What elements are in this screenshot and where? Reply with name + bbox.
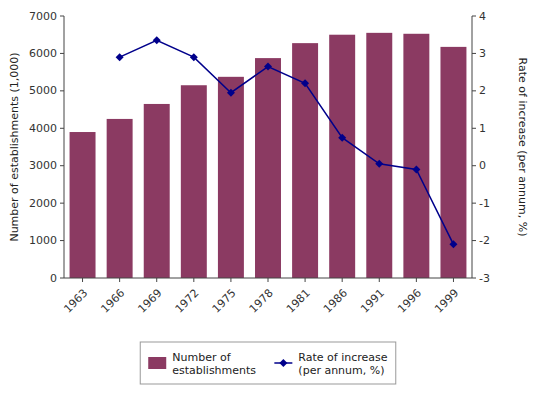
x-tick-label: 1969 — [136, 287, 165, 316]
legend-swatch — [148, 357, 166, 369]
tick-label: 2 — [479, 84, 486, 97]
y-axis-line — [64, 16, 65, 278]
x-tick-label: 1986 — [321, 287, 350, 316]
bar — [366, 33, 392, 278]
y2-axis-label: Rate of increase (per annum, %) — [516, 58, 529, 237]
bar — [292, 43, 318, 278]
x-tick-label: 1975 — [210, 287, 239, 316]
bar — [181, 85, 207, 278]
legend-label-line: Number of — [172, 350, 231, 363]
x-tick-label: 1963 — [61, 287, 90, 316]
tick-label: -3 — [479, 272, 490, 285]
marker — [264, 63, 272, 71]
tick-label: 0 — [50, 272, 57, 285]
tick-label: 3 — [479, 47, 486, 60]
marker — [449, 240, 457, 248]
tick — [472, 165, 476, 166]
tick — [82, 278, 83, 282]
tick-label: 4000 — [29, 122, 57, 135]
legend-item: Rate of increase(per annum, %) — [274, 350, 387, 376]
legend-marker — [279, 359, 287, 367]
legend-label-line: establishments — [172, 363, 256, 376]
marker — [412, 165, 420, 173]
tick — [156, 278, 157, 282]
tick-label: 2000 — [29, 197, 57, 210]
tick-label: -2 — [479, 234, 490, 247]
tick — [230, 278, 231, 282]
tick-label: 4 — [479, 10, 486, 23]
tick — [342, 278, 343, 282]
tick — [472, 203, 476, 204]
bar — [440, 47, 466, 278]
bar — [70, 132, 96, 278]
bar — [403, 34, 429, 278]
tick — [60, 16, 64, 17]
tick — [453, 278, 454, 282]
chart: 0 1000 2000 3000 4000 5000 6000 7000 -3 -2 -1 0 1 2 3 4… — [0, 0, 536, 396]
tick — [60, 203, 64, 204]
x-tick-label: 1978 — [247, 287, 276, 316]
tick — [60, 128, 64, 129]
legend-label: Rate of increase(per annum, %) — [298, 350, 387, 376]
tick — [60, 278, 64, 279]
tick — [60, 165, 64, 166]
tick — [305, 278, 306, 282]
legend-frame — [140, 342, 396, 384]
tick — [60, 240, 64, 241]
x-tick-label: 1991 — [358, 287, 387, 316]
background — [0, 0, 536, 396]
marker — [301, 79, 309, 87]
tick — [416, 278, 417, 282]
marker — [190, 53, 198, 61]
tick-label: -1 — [479, 197, 490, 210]
legend-label-line: Rate of increase — [298, 350, 387, 363]
tick-label: 6000 — [29, 47, 57, 60]
y-axis-label: Number of establishments (1,000) — [8, 52, 21, 241]
line — [120, 40, 454, 244]
legend-label: Number ofestablishments — [172, 350, 256, 376]
marker — [116, 53, 124, 61]
legend-item: Number ofestablishments — [148, 350, 256, 376]
marker — [153, 36, 161, 44]
x-tick-label: 1981 — [284, 287, 313, 316]
marker — [375, 160, 383, 168]
tick — [60, 53, 64, 54]
tick-label: 1 — [479, 122, 486, 135]
tick-label: 3000 — [29, 159, 57, 172]
tick-label: 7000 — [29, 10, 57, 23]
bar — [218, 77, 244, 278]
legend-label-line: (per annum, %) — [298, 363, 384, 376]
tick — [472, 90, 476, 91]
tick — [193, 278, 194, 282]
tick-label: 0 — [479, 159, 486, 172]
chart-container: 0 1000 2000 3000 4000 5000 6000 7000 -3 -2 -1 0 1 2 3 4… — [0, 0, 536, 396]
x-tick-label: 1999 — [432, 287, 461, 316]
tick — [119, 278, 120, 282]
tick — [379, 278, 380, 282]
x-tick-label: 1972 — [173, 287, 202, 316]
marker — [338, 134, 346, 142]
tick — [268, 278, 269, 282]
tick — [472, 240, 476, 241]
tick — [472, 278, 476, 279]
bar — [144, 104, 170, 278]
bar — [255, 58, 281, 278]
x-tick-label: 1996 — [395, 287, 424, 316]
legend: Number ofestablishments Rate of increase(… — [140, 342, 396, 384]
tick — [472, 53, 476, 54]
tick — [472, 128, 476, 129]
tick-label: 5000 — [29, 84, 57, 97]
tick — [60, 90, 64, 91]
y2-axis-line — [472, 16, 473, 278]
marker — [227, 89, 235, 97]
plot-area — [70, 33, 467, 278]
bar — [329, 35, 355, 278]
x-tick-label: 1966 — [98, 287, 127, 316]
tick — [472, 16, 476, 17]
tick-label: 1000 — [29, 234, 57, 247]
bar — [107, 119, 133, 278]
